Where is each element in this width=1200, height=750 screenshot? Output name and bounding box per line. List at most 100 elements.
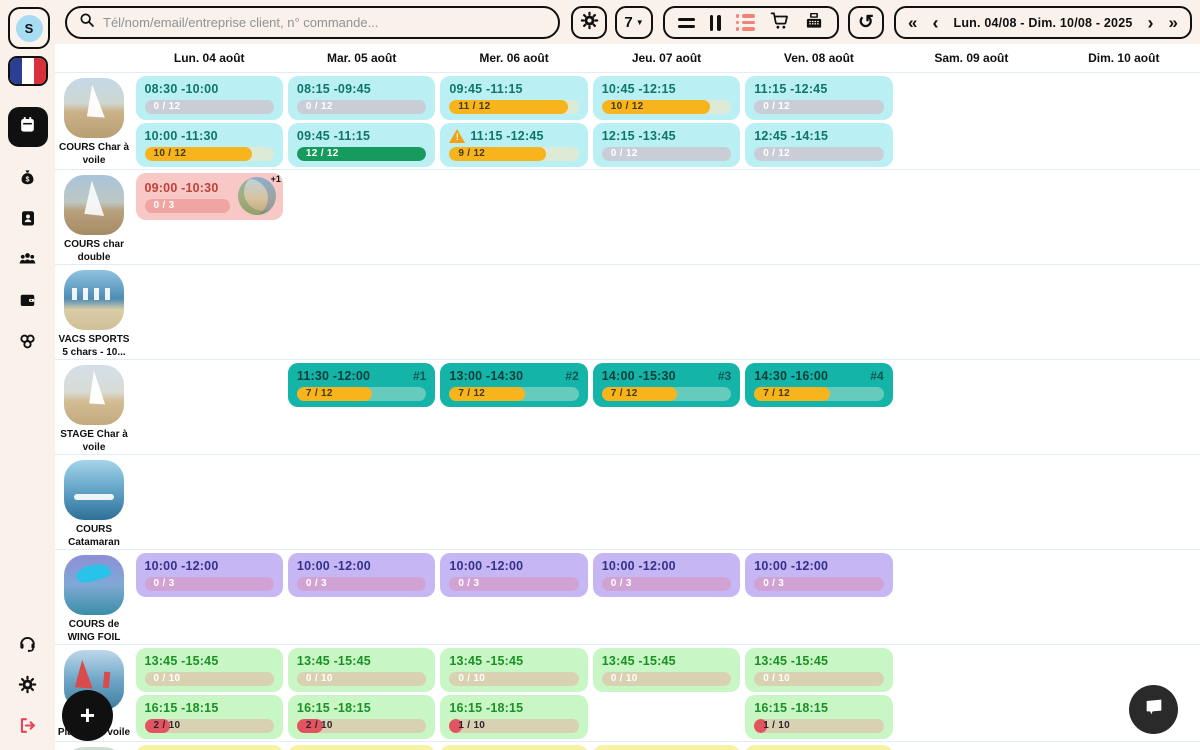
slot-card[interactable]: 16:15 -18:15 1 / 10 [440,694,588,739]
sidebar-item-resources[interactable] [17,330,39,352]
sidebar-item-customers[interactable] [17,248,39,270]
capacity-bar: 10 / 12 [144,146,274,161]
capacity-label: 12 / 12 [305,147,339,159]
slot-card[interactable]: 09:45 -11:45 #2 18 / 18 [287,744,436,750]
capacity-bar: 0 / 10 [754,671,884,686]
capacity-label: 1 / 10 [763,719,791,731]
slot-card[interactable]: 10:00 -12:00 0 / 3 [745,552,893,597]
slot-card[interactable]: 10:00 -12:00 0 / 3 [592,552,741,597]
course-label-cell[interactable]: COURS de WING FOIL [55,550,133,644]
slot-card[interactable]: 16:15 -18:15 1 / 10 [745,694,893,739]
logout-button[interactable] [17,714,39,736]
client-search[interactable] [65,6,560,39]
cash-register-icon[interactable] [804,11,824,35]
slot-card[interactable]: 12:15 -13:45 0 / 12 [592,122,741,167]
capacity-bar: 12 / 12 [296,146,427,161]
next-week-button[interactable]: › [1147,12,1154,33]
day-cell [590,170,742,264]
slot-time: 12:45 -14:15 [754,128,829,143]
chat-button[interactable] [1129,685,1178,734]
slot-card[interactable]: 09:45 -11:45 #1 18 / 18 [135,744,283,750]
prev-week-button[interactable]: ‹ [932,12,939,33]
slot-card[interactable]: 08:15 -09:45 0 / 12 [287,75,436,120]
day-cell [1048,73,1200,169]
slot-card[interactable]: 10:00 -12:00 0 / 3 [135,552,283,597]
slot-card[interactable]: 13:45 -15:45 0 / 10 [592,647,741,692]
slot-card[interactable]: 13:45 -15:45 0 / 10 [135,647,283,692]
capacity-fill [144,718,171,733]
slot-card[interactable]: 09:45 -11:45 #5 18 / 18 [745,744,893,750]
day-cell: 08:15 -09:45 0 / 12 09:45 -11:15 12 / 12 [285,73,437,169]
slot-time: 16:15 -18:15 [754,700,829,715]
date-navigation: « ‹ Lun. 04/08 - Dim. 10/08 - 2025 › » [894,6,1192,39]
day-cell [285,455,437,549]
capacity-fill [449,386,525,401]
slot-card[interactable]: 16:15 -18:15 2 / 10 [135,694,283,739]
flag-france-icon[interactable] [7,56,48,86]
settings-sidebar-button[interactable] [17,673,39,695]
capacity-label: 0 / 10 [610,672,638,684]
day-cell: 13:00 -14:30 #2 7 / 12 [438,360,590,454]
capacity-fill [754,718,768,733]
course-label-cell[interactable]: COURS char double [55,170,133,264]
sidebar-item-contacts[interactable] [17,207,39,229]
slot-card[interactable]: 11:15 -12:45 9 / 12 [440,122,588,167]
add-button[interactable]: + [62,690,113,741]
cart-icon[interactable] [770,11,789,35]
sidebar-item-wallet[interactable] [17,289,39,311]
slot-card[interactable]: 12:45 -14:15 0 / 12 [745,122,893,167]
settings-button[interactable] [571,6,607,39]
capacity-bar: 0 / 3 [754,576,884,591]
capacity-fill [754,386,830,401]
last-week-button[interactable]: » [1168,13,1178,32]
slot-card[interactable]: 13:00 -14:30 #2 7 / 12 [440,362,588,407]
slot-card[interactable]: 10:00 -11:30 10 / 12 [135,122,283,167]
course-image [64,555,124,615]
slot-time: 13:45 -15:45 [754,653,829,668]
course-label-cell[interactable]: STAGE [55,742,133,750]
slot-card[interactable]: 10:00 -12:00 0 / 3 [440,552,588,597]
day-cell [743,455,895,549]
capacity-bar: 11 / 12 [449,99,579,114]
slot-card[interactable]: 13:45 -15:45 0 / 10 [287,647,436,692]
slot-card[interactable]: 14:30 -16:00 #4 7 / 12 [745,362,893,407]
course-label-cell[interactable]: STAGE Char à voile [55,360,133,454]
sidebar-item-planning[interactable] [7,107,48,147]
slot-card[interactable]: 14:00 -15:30 #3 7 / 12 [592,362,741,407]
user-avatar[interactable]: S [8,7,50,49]
list-view-icon[interactable] [735,14,756,31]
slot-card[interactable]: 11:30 -12:00 #1 7 / 12 [287,362,436,407]
slot-card[interactable]: 09:45 -11:15 12 / 12 [287,122,436,167]
support-button[interactable] [17,632,39,654]
slot-time: 13:45 -15:45 [449,653,524,668]
slot-card[interactable]: 09:45 -11:45 #3 18 / 18 [440,744,588,750]
course-label-cell[interactable]: COURS Catamaran [55,455,133,549]
first-week-button[interactable]: « [908,13,918,32]
slot-card[interactable]: 10:45 -12:15 10 / 12 [592,75,741,120]
capacity-bar: 7 / 12 [754,386,884,401]
columns-view-icon[interactable] [709,14,721,31]
day-cell: 10:45 -12:15 10 / 12 12:15 -13:45 0 / 12 [590,73,742,169]
slot-card[interactable]: 09:00 -10:30 0 / 3 +1 [135,172,283,220]
capacity-bar: 0 / 12 [601,146,732,161]
sidebar-item-payments[interactable]: $ [17,166,39,188]
slot-card[interactable]: 11:15 -12:45 0 / 12 [745,75,893,120]
course-label-cell[interactable]: VACS SPORTS 5 chars - 10... [55,265,133,359]
slot-card[interactable]: 09:45 -11:15 11 / 12 [440,75,588,120]
days-count-dropdown[interactable]: 7 ▼ [615,6,653,39]
slot-card[interactable]: 08:30 -10:00 0 / 12 [135,75,283,120]
course-row: VACS SPORTS 5 chars - 10... [55,264,1200,359]
slot-card[interactable]: 13:45 -15:45 0 / 10 [440,647,588,692]
slot-time: 16:15 -18:15 [296,700,371,715]
rows-view-icon[interactable] [678,17,695,28]
day-cell [895,455,1047,549]
course-label-cell[interactable]: COURS Char à voile [55,73,133,169]
slot-card[interactable]: 13:45 -15:45 0 / 10 [745,647,893,692]
slot-card[interactable]: 10:00 -12:00 0 / 3 [287,552,436,597]
undo-button[interactable]: ↺ [848,6,884,39]
course-name: COURS Char à voile [58,142,129,166]
search-input[interactable] [103,15,546,30]
slot-card[interactable]: 16:15 -18:15 2 / 10 [287,694,436,739]
capacity-label: 0 / 12 [305,100,333,112]
slot-card[interactable]: 09:45 -11:45 #4 18 / 18 [592,744,741,750]
